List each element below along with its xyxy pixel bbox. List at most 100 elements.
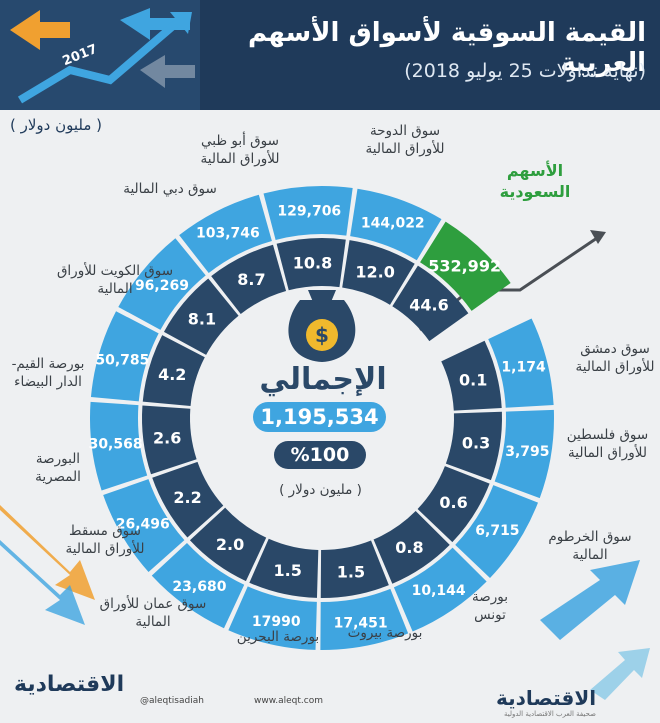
logo-text: الاقتصادية xyxy=(14,672,125,697)
inner-segment xyxy=(142,335,205,407)
inner-segment xyxy=(276,238,346,291)
inner-segment xyxy=(342,240,415,305)
arrow-icon xyxy=(10,10,70,50)
decor-arrow-icon xyxy=(0,540,85,625)
market-name-label: سوق دمشق للأوراق المالية xyxy=(575,341,655,375)
inner-segment xyxy=(441,340,502,411)
share-percent-value: 2.0 xyxy=(216,535,244,554)
outer-segment xyxy=(90,401,148,491)
market-name-label: سوق الكويت للأوراق المالية xyxy=(56,263,174,297)
total-percent: %100 xyxy=(274,441,366,469)
unit-label-center: ( مليون دولار ) xyxy=(279,482,362,498)
website-url: www.aleqt.com xyxy=(254,696,323,706)
share-percent-value: 10.8 xyxy=(293,253,332,272)
market-name-label: بورصة البحرين xyxy=(236,629,320,645)
trend-arrow-icon xyxy=(17,16,183,104)
outer-segment xyxy=(350,188,442,261)
inner-segment xyxy=(417,466,490,543)
logo-tagline: صحيفة العرب الاقتصادية الدولية xyxy=(504,710,596,718)
share-percent-value: 12.0 xyxy=(355,262,394,281)
inner-segment xyxy=(249,538,319,598)
market-name-label: سوق فلسطين للأوراق المالية xyxy=(566,427,649,461)
inner-segment xyxy=(373,511,450,584)
market-name-label: سوق الدوحة للأوراق المالية xyxy=(365,123,445,157)
outer-segment xyxy=(320,588,409,650)
outer-segment xyxy=(488,318,554,408)
market-name-label: سوق أبو ظبي للأوراق المالية xyxy=(200,133,280,167)
total-value: 1,195,534 xyxy=(253,402,386,432)
outer-segment xyxy=(263,186,353,240)
svg-text:$: $ xyxy=(315,323,329,347)
market-cap-value: 144,022 xyxy=(361,215,425,231)
market-name-label: سوق الخرطوم المالية xyxy=(548,529,632,563)
share-percent-value: 44.6 xyxy=(409,295,448,314)
market-name-label: البورصة المصرية xyxy=(35,451,81,485)
share-percent-value: 0.3 xyxy=(462,434,490,453)
market-name-label: بورصة تونس xyxy=(472,589,508,623)
share-percent-value: 8.7 xyxy=(237,270,265,289)
outer-segment xyxy=(455,485,539,578)
page-title: القيمة السوقية لأسواق الأسهم العربية xyxy=(248,18,646,78)
market-name-label: بورصة بيروت xyxy=(347,625,423,641)
market-cap-value: 17,451 xyxy=(334,615,388,631)
outer-segment xyxy=(151,543,245,629)
inner-segment xyxy=(320,540,389,598)
money-bag-icon: $ xyxy=(288,290,356,362)
share-percent-value: 0.6 xyxy=(439,493,467,512)
ring-segments: 532,992 44.6 144,022 12.0 129,706 10.8 103,746… xyxy=(89,186,554,650)
share-percent-value: 8.1 xyxy=(188,309,216,328)
share-percent-value: 0.8 xyxy=(395,538,423,557)
market-cap-value: 50,785 xyxy=(95,353,149,369)
outer-segment xyxy=(420,221,511,311)
arrow-icon xyxy=(140,55,195,88)
inner-segment xyxy=(445,411,503,481)
inner-segment xyxy=(189,507,267,582)
market-cap-value: 3,795 xyxy=(505,444,549,460)
market-cap-value: 96,269 xyxy=(135,278,189,294)
outer-segment xyxy=(90,311,159,402)
market-name-label: سوق دبي المالية xyxy=(123,181,217,197)
market-name-label: سوق عمان للأوراق المالية xyxy=(99,596,207,630)
market-cap-value: 26,496 xyxy=(116,517,170,533)
header-banner: 2017 القيمة السوقية لأسواق الأسهم العربي… xyxy=(0,0,660,110)
share-percent-value: 0.1 xyxy=(459,370,487,389)
outer-segment xyxy=(103,479,185,573)
decor-arrow-icon xyxy=(0,505,95,600)
market-cap-value: 17990 xyxy=(252,614,301,630)
share-percent-value: 2.6 xyxy=(153,428,181,447)
inner-segment xyxy=(211,244,287,314)
arrow-icon xyxy=(120,8,190,40)
outer-segment xyxy=(179,194,272,274)
page-subtitle: (نهاية تداولات 25 يوليو 2018) xyxy=(404,60,646,82)
market-name-label: بورصة القيم- الدار البيضاء xyxy=(11,356,85,390)
outer-segment xyxy=(393,547,487,632)
market-cap-value: 23,680 xyxy=(172,579,226,595)
unit-label-top: ( مليون دولار ) xyxy=(10,116,103,134)
inner-segment xyxy=(163,278,239,355)
market-name-label: الأسهم السعودية xyxy=(499,161,571,201)
decor-arrow-icon xyxy=(590,648,650,700)
inner-segment xyxy=(392,265,469,342)
share-percent-value: 1.5 xyxy=(274,561,302,580)
outer-segment xyxy=(118,238,206,330)
market-cap-value: 103,746 xyxy=(196,226,260,242)
twitter-handle: @aleqtisadiah xyxy=(140,696,204,706)
logo-text: الاقتصادية xyxy=(496,686,597,710)
share-percent-value: 4.2 xyxy=(158,365,186,384)
header-decoration xyxy=(0,0,200,110)
market-cap-value: 30,568 xyxy=(89,437,143,453)
market-cap-value: 10,144 xyxy=(412,583,466,599)
market-cap-value: 6,715 xyxy=(475,523,519,539)
market-cap-value: 532,992 xyxy=(428,257,501,276)
outer-segment xyxy=(494,409,554,499)
market-cap-value: 1,174 xyxy=(501,360,546,376)
inner-segment xyxy=(152,461,224,538)
decor-arrow-icon xyxy=(540,560,640,640)
arrow-head-icon xyxy=(170,12,192,34)
share-percent-value: 1.5 xyxy=(337,562,365,581)
total-title: الإجمالي xyxy=(259,362,387,397)
inner-segment xyxy=(142,405,197,475)
share-percent-value: 2.2 xyxy=(173,488,201,507)
